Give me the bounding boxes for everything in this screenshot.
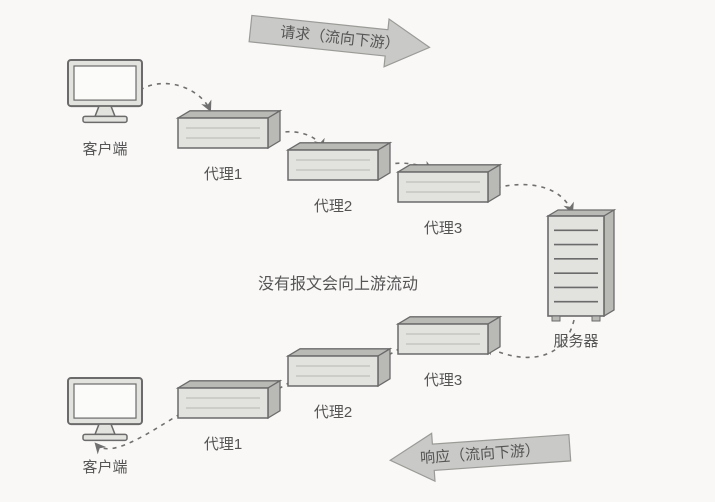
node-label-proxy3_top: 代理3 (323, 217, 563, 238)
node-label-server: 服务器 (456, 330, 696, 351)
node-label-client_bot: 客户端 (0, 456, 225, 477)
node-label-proxy3_bot: 代理3 (323, 369, 563, 390)
node-label-proxy2_bot: 代理2 (213, 401, 453, 422)
center-text: 没有报文会向上游流动 (218, 270, 458, 294)
node-label-proxy1_top: 代理1 (103, 163, 343, 184)
response-arrow-label: 响应（流向下游） (420, 441, 541, 467)
node-label-proxy1_bot: 代理1 (103, 433, 343, 454)
node-label-proxy2_top: 代理2 (213, 195, 453, 216)
node-label-client_top: 客户端 (0, 138, 225, 159)
diagram-stage: 请求（流向下游）响应（流向下游） 客户端代理1代理2代理3服务器代理3代理2代理… (0, 0, 715, 502)
diagram-svg: 请求（流向下游） 响应（流向下游） (0, 0, 715, 502)
request-arrow-label: 请求（流向下游） (279, 24, 400, 53)
